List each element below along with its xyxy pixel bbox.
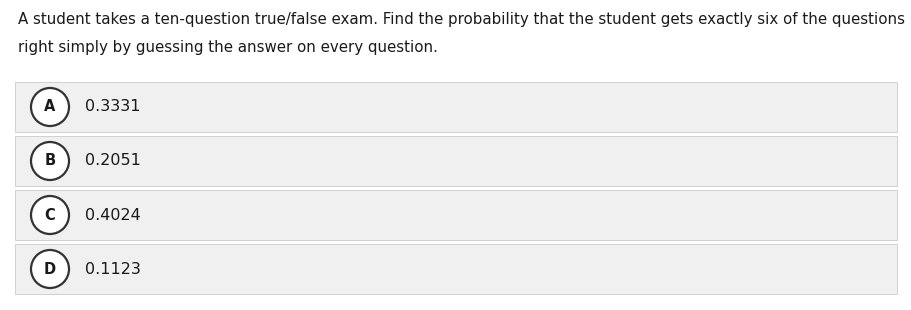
Circle shape (31, 196, 69, 234)
Bar (15, 136, 896, 186)
Circle shape (31, 88, 69, 126)
Text: 0.3331: 0.3331 (85, 100, 140, 114)
Text: D: D (44, 262, 56, 277)
Bar (15, 82, 896, 132)
Circle shape (31, 250, 69, 288)
Text: 0.2051: 0.2051 (85, 153, 140, 169)
Text: A student takes a ten-question true/false exam. Find the probability that the st: A student takes a ten-question true/fals… (18, 12, 904, 27)
Circle shape (31, 142, 69, 180)
Text: C: C (45, 207, 56, 223)
Text: A: A (45, 100, 56, 114)
Text: 0.4024: 0.4024 (85, 207, 140, 223)
Text: right simply by guessing the answer on every question.: right simply by guessing the answer on e… (18, 40, 437, 55)
Text: B: B (45, 153, 56, 169)
Text: 0.1123: 0.1123 (85, 262, 140, 277)
Bar (15, 244, 896, 294)
Bar (15, 190, 896, 240)
